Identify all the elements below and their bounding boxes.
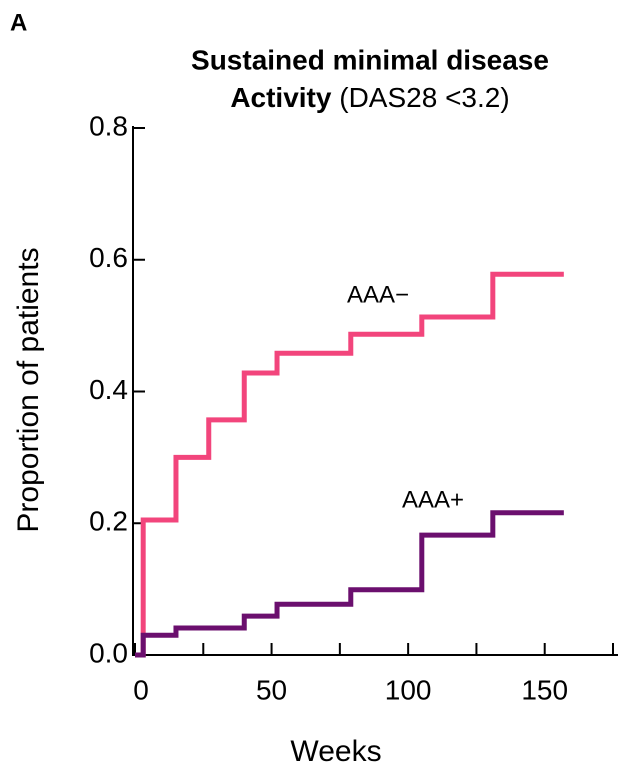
chart-title-rest: (DAS28 <3.2) — [339, 82, 509, 113]
step-line — [135, 510, 564, 658]
x-tick-label: 100 — [385, 674, 432, 705]
y-tick-label: 0.4 — [89, 374, 128, 405]
chart-title: Sustained minimal disease — [191, 44, 549, 75]
x-tick-label: 0 — [133, 674, 149, 705]
x-tick-label: 150 — [521, 674, 568, 705]
y-tick-label: 0.0 — [89, 637, 128, 668]
y-tick-label: 0.2 — [89, 506, 128, 537]
chart-title: Activity (DAS28 <3.2) — [230, 82, 509, 113]
step-line — [135, 271, 564, 658]
series-label: AAA+ — [402, 486, 464, 513]
x-axis-label: Weeks — [290, 735, 381, 768]
x-tick-label: 50 — [256, 674, 287, 705]
chart-title-bold: Activity — [230, 82, 332, 113]
y-axis-label: Proportion of patients — [12, 247, 45, 532]
panel-label: A — [10, 9, 27, 36]
series-label: AAA− — [347, 281, 409, 308]
y-tick-label: 0.6 — [89, 242, 128, 273]
y-tick-label: 0.8 — [89, 110, 128, 141]
